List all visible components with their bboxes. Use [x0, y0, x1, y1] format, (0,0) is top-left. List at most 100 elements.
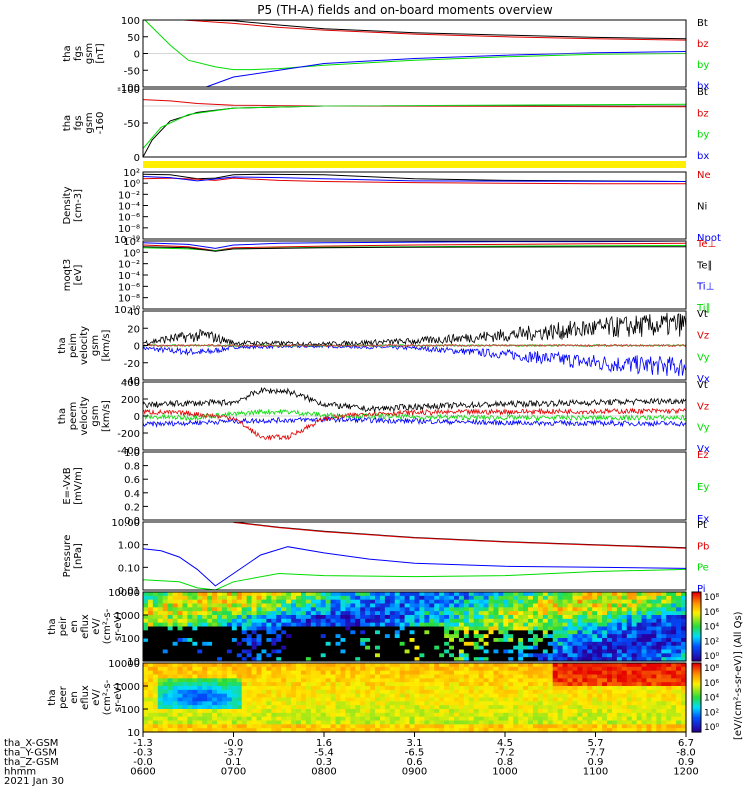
- heatmap-cell: [404, 626, 411, 631]
- heatmap-cell: [251, 657, 258, 662]
- heatmap-cell: [197, 634, 203, 639]
- heatmap-cell: [370, 603, 376, 608]
- heatmap-cell: [592, 697, 598, 702]
- heatmap-cell: [483, 716, 490, 722]
- heatmap-cell: [602, 653, 608, 658]
- heatmap-cell: [636, 728, 643, 733]
- heatmap-cell: [429, 709, 435, 714]
- heatmap-cell: [394, 653, 401, 658]
- heatmap-cell: [221, 626, 228, 631]
- heatmap-cell: [340, 611, 346, 616]
- heatmap-cell: [419, 686, 425, 691]
- heatmap-cell: [458, 712, 465, 718]
- heatmap-cell: [162, 724, 169, 729]
- heatmap-cell: [429, 611, 435, 616]
- heatmap-cell: [532, 641, 539, 647]
- y-axis-label-line: fgs: [73, 115, 84, 130]
- heatmap-cell: [375, 653, 381, 658]
- colorbar-tick: 10⁴: [704, 623, 719, 633]
- heatmap-cell: [468, 705, 475, 710]
- heatmap-cell: [449, 701, 455, 706]
- heatmap-cell: [212, 666, 218, 672]
- heatmap-cell: [449, 641, 455, 647]
- heatmap-cell: [626, 728, 633, 733]
- series-blue-trace: [142, 344, 687, 377]
- heatmap-cell: [147, 728, 154, 733]
- heatmap-cell: [557, 607, 564, 612]
- heatmap-cell: [167, 712, 174, 718]
- heatmap-cell: [597, 693, 603, 699]
- heatmap-cell: [162, 611, 169, 616]
- heatmap-cell: [281, 626, 287, 631]
- heatmap-cell: [330, 712, 337, 718]
- heatmap-cell: [449, 607, 455, 612]
- heatmap-cell: [320, 663, 327, 668]
- heatmap-cell: [577, 615, 583, 620]
- heatmap-cell: [498, 657, 504, 662]
- heatmap-cell: [478, 630, 485, 635]
- heatmap-cell: [572, 634, 578, 639]
- heatmap-cell: [399, 618, 406, 624]
- heatmap-cell: [192, 599, 198, 605]
- heatmap-cell: [355, 670, 361, 676]
- heatmap-cell: [320, 641, 327, 647]
- heatmap-cell: [463, 618, 470, 624]
- heatmap-cell: [488, 657, 495, 662]
- colorbar-cell: [692, 623, 701, 626]
- heatmap-cell: [439, 653, 445, 658]
- heatmap-cell: [523, 724, 529, 729]
- heatmap-cell: [370, 712, 376, 718]
- heatmap-cell: [483, 615, 490, 620]
- heatmap-cell: [241, 599, 248, 605]
- y-tick-label: 0.0: [124, 516, 140, 527]
- heatmap-cell: [429, 630, 435, 635]
- heatmap-cell: [379, 705, 386, 710]
- heatmap-cell: [266, 592, 272, 597]
- heatmap-cell: [152, 705, 159, 710]
- heatmap-cell: [251, 716, 258, 722]
- heatmap-cell: [414, 674, 421, 679]
- heatmap-cell: [587, 693, 593, 699]
- heatmap-cell: [562, 607, 569, 612]
- heatmap-cell: [473, 603, 480, 608]
- heatmap-cell: [147, 638, 154, 643]
- legend-Ti∥: Ti∥: [696, 303, 711, 314]
- heatmap-cell: [557, 626, 564, 631]
- heatmap-cell: [404, 649, 411, 654]
- heatmap-cell: [562, 689, 569, 695]
- heatmap-cell: [281, 716, 287, 722]
- heatmap-cell: [434, 634, 440, 639]
- heatmap-cell: [592, 634, 598, 639]
- heatmap-cell: [651, 686, 657, 691]
- heatmap-cell: [291, 697, 297, 702]
- heatmap-cell: [143, 657, 149, 662]
- heatmap-cell: [261, 693, 268, 699]
- heatmap-cell: [444, 709, 450, 714]
- heatmap-cell: [537, 634, 544, 639]
- heatmap-cell: [147, 657, 154, 662]
- heatmap-cell: [197, 720, 203, 725]
- heatmap-cell: [478, 705, 485, 710]
- heatmap-cell: [207, 649, 213, 654]
- heatmap-cell: [226, 701, 233, 706]
- heatmap-cell: [498, 630, 504, 635]
- heatmap-cell: [350, 607, 356, 612]
- heatmap-cell: [202, 622, 208, 628]
- heatmap-cell: [523, 599, 529, 605]
- heatmap-cell: [676, 649, 682, 654]
- heatmap-cell: [631, 645, 638, 651]
- heatmap-cell: [592, 630, 598, 635]
- heatmap-cell: [320, 595, 327, 601]
- heatmap-cell: [276, 618, 282, 624]
- heatmap-cell: [315, 592, 322, 597]
- heatmap-cell: [315, 720, 322, 725]
- heatmap-cell: [271, 720, 277, 725]
- heatmap-cell: [414, 709, 421, 714]
- heatmap-cell: [167, 599, 174, 605]
- heatmap-cell: [518, 607, 524, 612]
- heatmap-cell: [286, 630, 292, 635]
- heatmap-cell: [187, 595, 193, 601]
- heatmap-cell: [488, 724, 495, 729]
- heatmap-cell: [651, 592, 657, 597]
- heatmap-cell: [291, 595, 297, 601]
